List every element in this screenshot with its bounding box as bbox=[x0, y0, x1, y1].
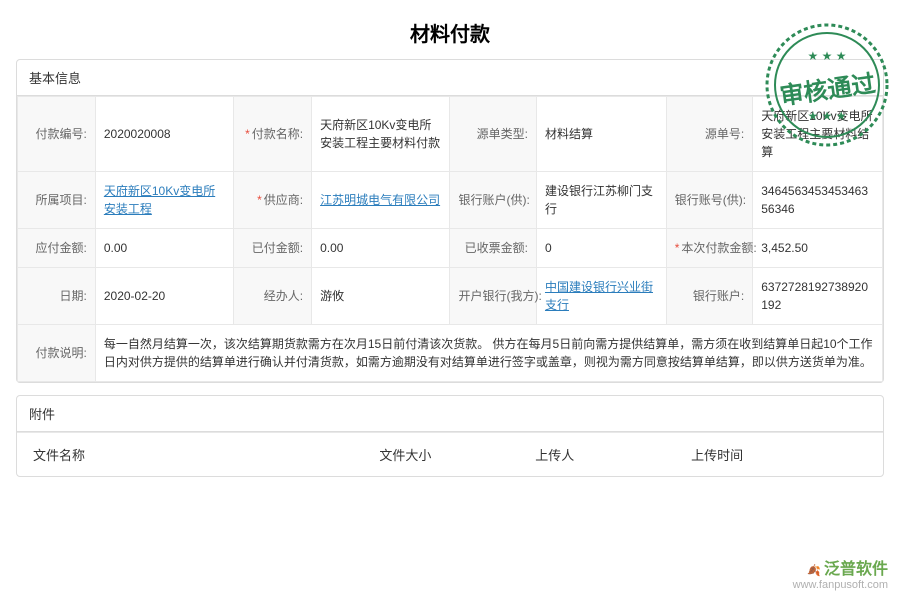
value-text: 63727281927389201​92 bbox=[761, 280, 868, 312]
label-text: 已收票金额: bbox=[465, 241, 528, 255]
field-value: 建设银行江苏柳门支行 bbox=[536, 172, 666, 229]
attachment-panel: 附件 文件名称文件大小上传人上传时间 bbox=[16, 395, 884, 477]
required-mark: * bbox=[257, 193, 262, 207]
label-text: 银行账户(供): bbox=[458, 193, 529, 207]
value-text: 2020-02-20 bbox=[104, 289, 165, 303]
field-value: 0.00 bbox=[95, 229, 233, 268]
attachment-column-header: 上传时间 bbox=[675, 433, 883, 477]
field-value: 2020-02-20 bbox=[95, 268, 233, 325]
field-value: 346456345345346356346 bbox=[753, 172, 883, 229]
note-value: 每一自然月结算一次，该次结算期货款需方在次月15日前付清该次货款。 供方在每月5… bbox=[95, 325, 882, 382]
field-label: 经办人: bbox=[234, 268, 312, 325]
note-label: 付款说明: bbox=[18, 325, 96, 382]
value-text: 0.00 bbox=[104, 241, 127, 255]
value-text: 天府新区10Kv变电所安装工程主要材料付款 bbox=[320, 118, 440, 150]
attachment-column-header: 上传人 bbox=[519, 433, 675, 477]
field-label: 日期: bbox=[18, 268, 96, 325]
label-text: 付款编号: bbox=[36, 127, 87, 141]
label-text: 应付金额: bbox=[36, 241, 87, 255]
field-label: 银行账户: bbox=[666, 268, 753, 325]
field-value: 2020020008 bbox=[95, 97, 233, 172]
leaf-icon: 🍂 bbox=[807, 565, 821, 577]
value-text: 0 bbox=[545, 241, 552, 255]
attachment-column-header: 文件大小 bbox=[363, 433, 519, 477]
label-text: 开户银行(我方): bbox=[458, 289, 541, 303]
field-label: 已收票金额: bbox=[450, 229, 537, 268]
label-text: 源单号: bbox=[705, 127, 744, 141]
page-title: 材料付款 bbox=[0, 0, 900, 59]
field-value: 材料结算 bbox=[536, 97, 666, 172]
label-text: 银行账号(供): bbox=[675, 193, 746, 207]
field-label: 源单类型: bbox=[450, 97, 537, 172]
value-link[interactable]: 天府新区10Kv变电所安装工程 bbox=[104, 184, 215, 216]
value-text: 材料结算 bbox=[545, 127, 593, 141]
label-text: 已付金额: bbox=[252, 241, 303, 255]
value-text: 游攸 bbox=[320, 289, 344, 303]
value-link[interactable]: 江苏明城电气有限公司 bbox=[320, 193, 440, 207]
label-text: 日期: bbox=[60, 289, 87, 303]
value-text: 346456345345346356346 bbox=[761, 184, 868, 216]
value-text: 2020020008 bbox=[104, 127, 171, 141]
value-text: 建设银行江苏柳门支行 bbox=[545, 184, 653, 216]
field-label: 银行账户(供): bbox=[450, 172, 537, 229]
field-label: 付款编号: bbox=[18, 97, 96, 172]
field-label: 所属项目: bbox=[18, 172, 96, 229]
field-value: 天府新区10Kv变电所安装工程主要材料结算 bbox=[753, 97, 883, 172]
basic-info-table: 付款编号:2020020008*付款名称:天府新区10Kv变电所安装工程主要材料… bbox=[17, 96, 883, 382]
watermark-url: www.fanpusoft.com bbox=[793, 579, 888, 591]
basic-info-panel: 基本信息 付款编号:2020020008*付款名称:天府新区10Kv变电所安装工… bbox=[16, 59, 884, 383]
required-mark: * bbox=[245, 127, 250, 141]
field-value: 游攸 bbox=[312, 268, 450, 325]
value-text: 0.00 bbox=[320, 241, 343, 255]
label-text: 源单类型: bbox=[477, 127, 528, 141]
label-text: 经办人: bbox=[264, 289, 303, 303]
field-label: *本次付款金额: bbox=[666, 229, 753, 268]
field-label: 源单号: bbox=[666, 97, 753, 172]
field-label: 应付金额: bbox=[18, 229, 96, 268]
label-text: 银行账户: bbox=[693, 289, 744, 303]
label-text: 付款名称: bbox=[252, 127, 303, 141]
attachment-table: 文件名称文件大小上传人上传时间 bbox=[17, 432, 883, 476]
field-value: 0.00 bbox=[312, 229, 450, 268]
field-value[interactable]: 天府新区10Kv变电所安装工程 bbox=[95, 172, 233, 229]
attachment-column-header: 文件名称 bbox=[17, 433, 363, 477]
field-value: 3,452.50 bbox=[753, 229, 883, 268]
field-value: 63727281927389201​92 bbox=[753, 268, 883, 325]
attachment-header: 附件 bbox=[17, 396, 883, 432]
field-label: *付款名称: bbox=[234, 97, 312, 172]
required-mark: * bbox=[675, 241, 680, 255]
basic-info-header: 基本信息 bbox=[17, 60, 883, 96]
label-text: 供应商: bbox=[264, 193, 303, 207]
field-value[interactable]: 江苏明城电气有限公司 bbox=[312, 172, 450, 229]
field-value: 天府新区10Kv变电所安装工程主要材料付款 bbox=[312, 97, 450, 172]
watermark: 🍂 泛普软件 www.fanpusoft.com bbox=[793, 560, 888, 592]
field-label: *供应商: bbox=[234, 172, 312, 229]
label-text: 本次付款金额: bbox=[681, 241, 756, 255]
value-text: 3,452.50 bbox=[761, 241, 808, 255]
value-link[interactable]: 中国建设银行兴业街支行 bbox=[545, 280, 653, 312]
field-label: 已付金额: bbox=[234, 229, 312, 268]
watermark-brand: 泛普软件 bbox=[824, 561, 888, 578]
label-text: 所属项目: bbox=[36, 193, 87, 207]
field-value: 0 bbox=[536, 229, 666, 268]
value-text: 天府新区10Kv变电所安装工程主要材料结算 bbox=[761, 109, 872, 159]
field-value[interactable]: 中国建设银行兴业街支行 bbox=[536, 268, 666, 325]
field-label: 银行账号(供): bbox=[666, 172, 753, 229]
field-label: 开户银行(我方): bbox=[450, 268, 537, 325]
